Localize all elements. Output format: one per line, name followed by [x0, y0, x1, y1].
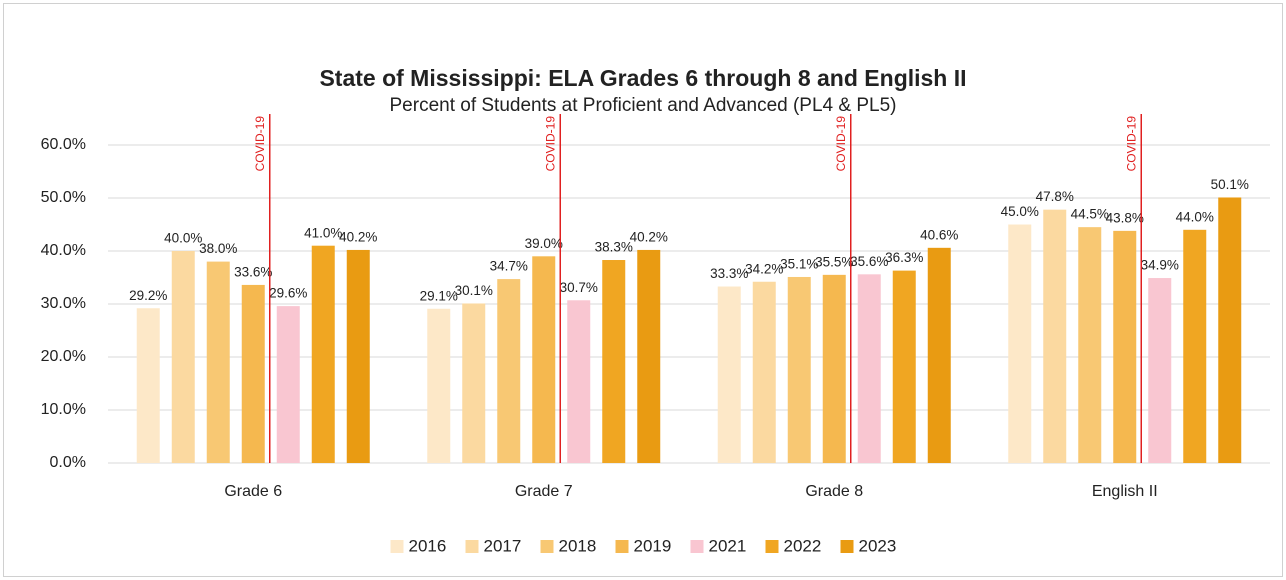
y-tick-label: 40.0% — [41, 242, 86, 259]
legend-swatch — [840, 540, 854, 553]
bar — [822, 274, 846, 463]
legend-label: 2022 — [784, 536, 822, 555]
data-label: 39.0% — [525, 236, 563, 251]
data-label: 35.1% — [780, 257, 818, 272]
data-label: 44.0% — [1176, 209, 1214, 224]
y-tick-label: 30.0% — [41, 295, 86, 312]
x-tick-label: Grade 7 — [515, 483, 573, 500]
x-tick-label: Grade 8 — [805, 483, 863, 500]
data-label: 43.8% — [1106, 210, 1144, 225]
bar — [427, 308, 451, 463]
x-tick-label: Grade 6 — [224, 483, 282, 500]
legend-swatch — [615, 540, 629, 553]
data-label: 47.8% — [1036, 189, 1074, 204]
bar — [532, 256, 556, 463]
legend-label: 2019 — [634, 536, 672, 555]
data-label: 29.2% — [129, 288, 167, 303]
bar — [171, 251, 195, 463]
chart-title: State of Mississippi: ELA Grades 6 throu… — [319, 65, 966, 91]
y-tick-label: 20.0% — [41, 348, 86, 365]
bar — [206, 261, 230, 463]
legend-label: 2018 — [559, 536, 597, 555]
legend-label: 2021 — [709, 536, 747, 555]
bar — [276, 306, 300, 463]
legend-swatch — [540, 540, 554, 553]
data-label: 40.6% — [920, 227, 958, 242]
bar — [1008, 224, 1032, 463]
legend-label: 2016 — [409, 536, 447, 555]
data-label: 41.0% — [304, 225, 342, 240]
data-label: 50.1% — [1211, 177, 1249, 192]
data-label: 38.0% — [199, 241, 237, 256]
bar — [602, 260, 626, 463]
data-label: 36.3% — [885, 250, 923, 265]
y-tick-label: 60.0% — [41, 136, 86, 153]
bar — [346, 249, 370, 463]
bar — [752, 281, 776, 463]
bar — [892, 270, 916, 463]
bar — [311, 245, 335, 463]
data-label: 44.5% — [1071, 207, 1109, 222]
x-tick-label: English II — [1092, 483, 1158, 500]
legend-swatch — [390, 540, 404, 553]
bar — [1148, 278, 1172, 463]
chart-subtitle: Percent of Students at Proficient and Ad… — [390, 95, 897, 116]
bar — [927, 247, 951, 463]
bar — [136, 308, 160, 463]
data-label: 29.6% — [269, 286, 307, 301]
y-tick-label: 10.0% — [41, 401, 86, 418]
bar — [1218, 197, 1242, 463]
covid-label: COVID-19 — [834, 116, 848, 172]
data-label: 30.1% — [455, 283, 493, 298]
bar — [241, 284, 265, 463]
bar — [1043, 209, 1067, 463]
data-label: 45.0% — [1001, 204, 1039, 219]
bar — [717, 286, 741, 463]
covid-label: COVID-19 — [253, 116, 267, 172]
data-label: 35.5% — [815, 254, 853, 269]
data-label: 40.0% — [164, 231, 202, 246]
covid-label: COVID-19 — [1124, 116, 1138, 172]
bar — [787, 276, 811, 463]
bar — [567, 300, 591, 463]
data-label: 40.2% — [339, 230, 377, 245]
bar — [1078, 227, 1102, 463]
bar — [462, 303, 486, 463]
bar — [637, 249, 661, 463]
bar — [497, 279, 521, 463]
data-label: 33.3% — [710, 266, 748, 281]
legend-swatch — [465, 540, 479, 553]
y-tick-label: 50.0% — [41, 189, 86, 206]
bar — [1183, 229, 1207, 463]
data-label: 34.7% — [490, 259, 528, 274]
data-label: 33.6% — [234, 264, 272, 279]
data-label: 34.9% — [1141, 258, 1179, 273]
y-tick-label: 0.0% — [50, 454, 86, 471]
data-label: 34.2% — [745, 261, 783, 276]
data-label: 38.3% — [595, 240, 633, 255]
data-label: 30.7% — [560, 280, 598, 295]
legend-label: 2023 — [859, 536, 897, 555]
legend-swatch — [765, 540, 779, 553]
covid-label: COVID-19 — [543, 116, 557, 172]
data-label: 29.1% — [420, 288, 458, 303]
data-label: 40.2% — [630, 230, 668, 245]
bar — [1113, 230, 1137, 463]
legend-label: 2017 — [484, 536, 522, 555]
legend-swatch — [690, 540, 704, 553]
bar — [857, 274, 881, 463]
data-label: 35.6% — [850, 254, 888, 269]
